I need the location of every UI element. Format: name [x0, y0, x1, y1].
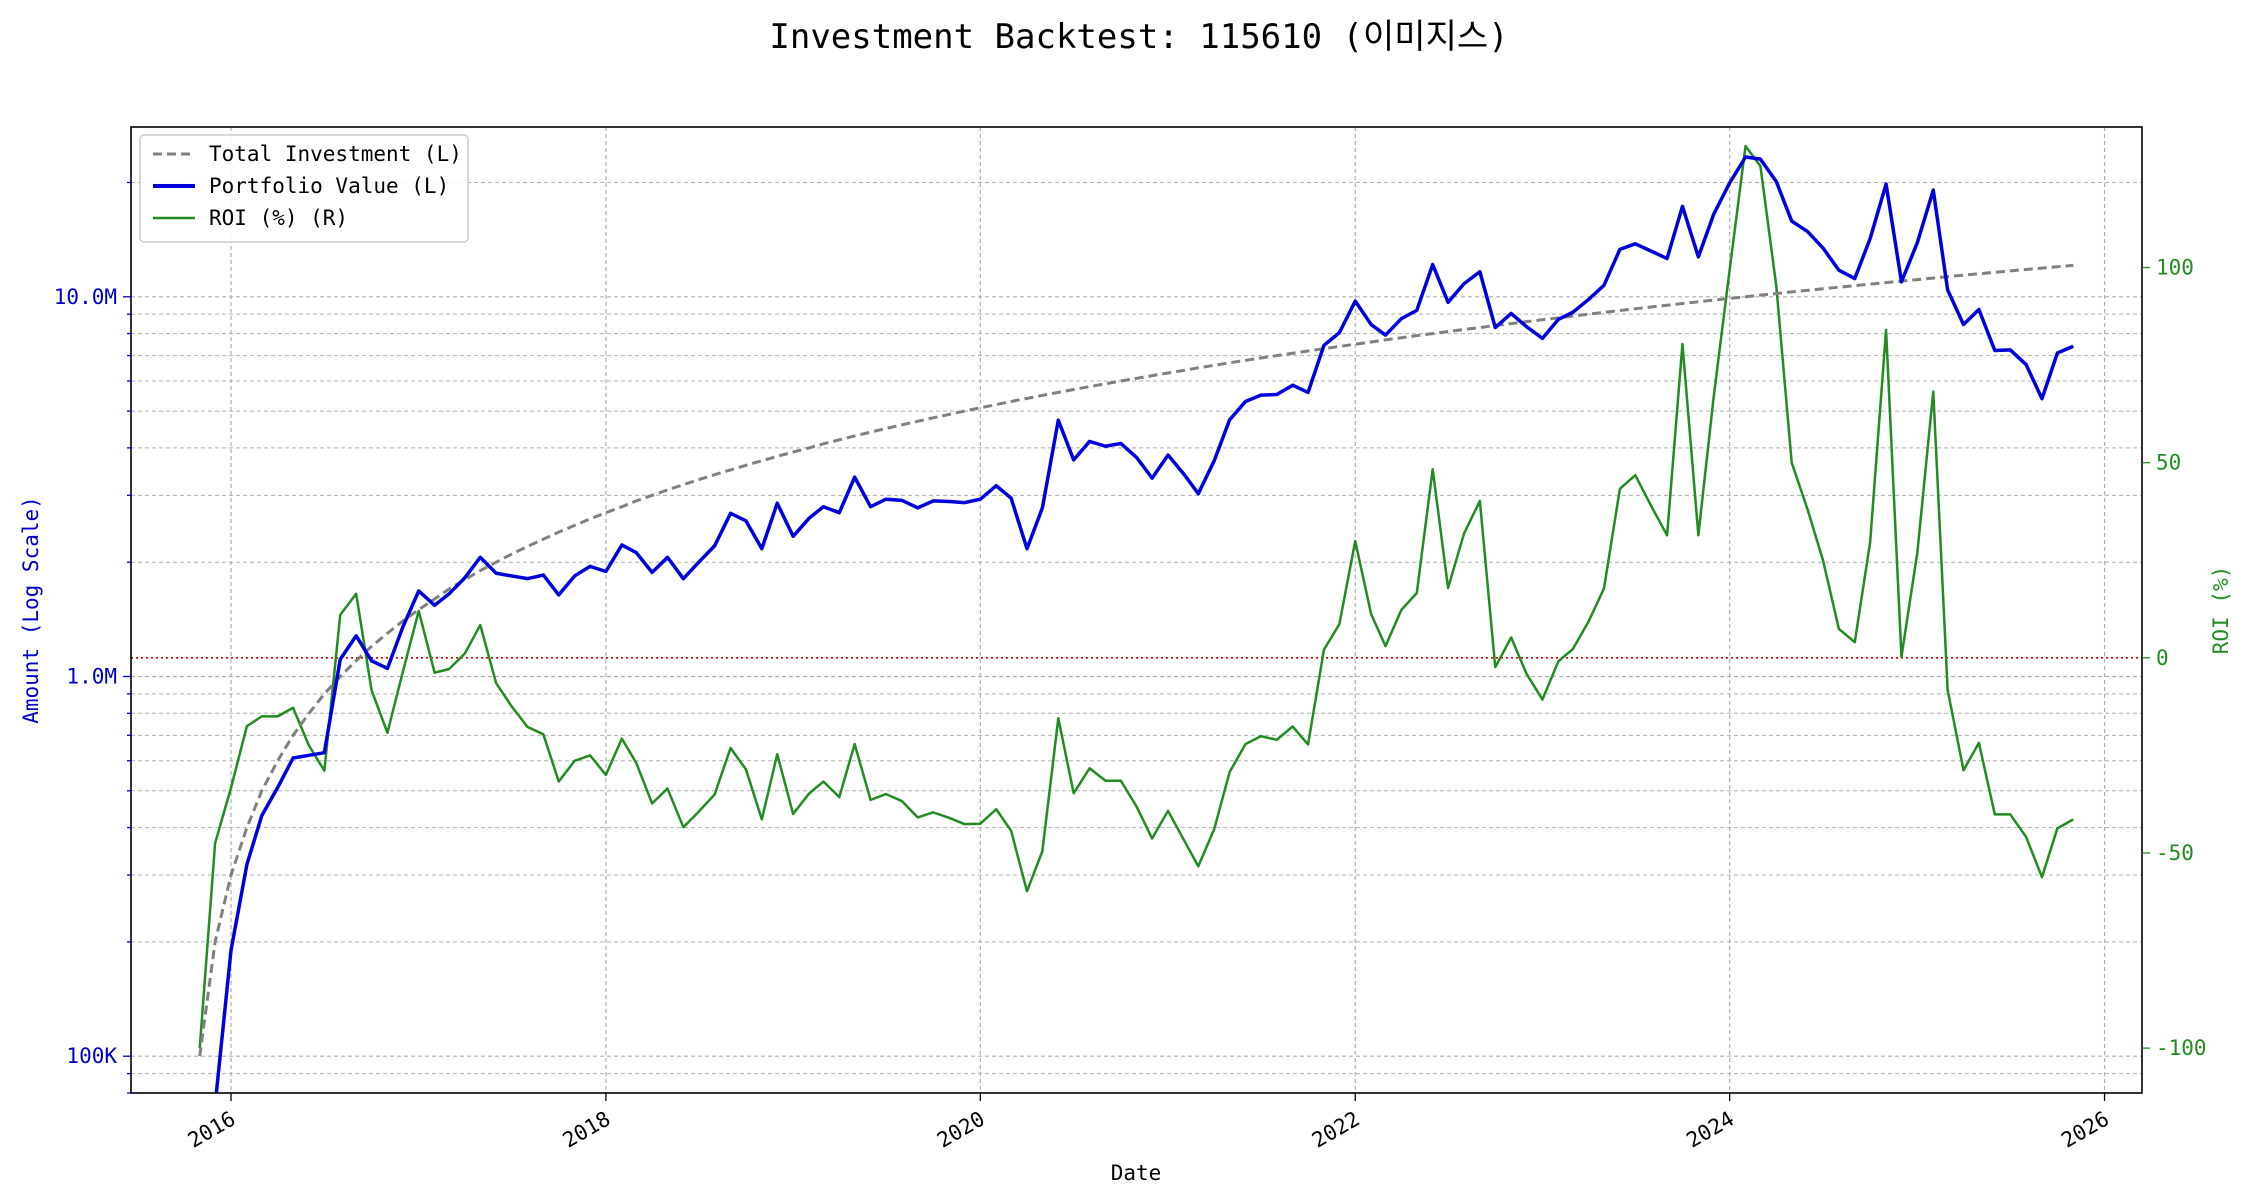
y-right-tick-label: 0 — [2156, 646, 2169, 670]
y-left-tick-label: 100K — [66, 1044, 117, 1068]
legend-label-roi: ROI (%) (R) — [209, 206, 348, 230]
series-layer — [198, 144, 2074, 1093]
series-portfolio-value-line — [214, 155, 2074, 1093]
x-axis-label: Date — [1111, 1161, 1162, 1185]
y-right-tick-label: 50 — [2156, 451, 2181, 475]
series-roi-line — [198, 144, 2074, 1049]
y-right-tick-label: -50 — [2156, 841, 2194, 865]
legend-box — [139, 134, 469, 243]
y-axis-right-label: ROI (%) — [2209, 566, 2233, 655]
y-left-tick-label: 10.0M — [54, 285, 117, 309]
y-right-tick-label: -100 — [2156, 1036, 2207, 1060]
y-axis-left-label: Amount (Log Scale) — [19, 496, 43, 724]
grid — [131, 127, 2142, 1094]
legend-label-portfolio: Portfolio Value (L) — [209, 174, 449, 198]
chart-title: Investment Backtest: 115610 (이미지스) — [769, 17, 1508, 57]
y-left-tick-label: 1.0M — [66, 664, 117, 688]
series-total-investment-line — [198, 263, 2074, 1057]
legend: Total Investment (L) Portfolio Value (L)… — [139, 134, 469, 243]
legend-label-total: Total Investment (L) — [209, 142, 462, 166]
plot-frame — [130, 126, 2143, 1094]
y-right-tick-label: 100 — [2156, 256, 2194, 280]
